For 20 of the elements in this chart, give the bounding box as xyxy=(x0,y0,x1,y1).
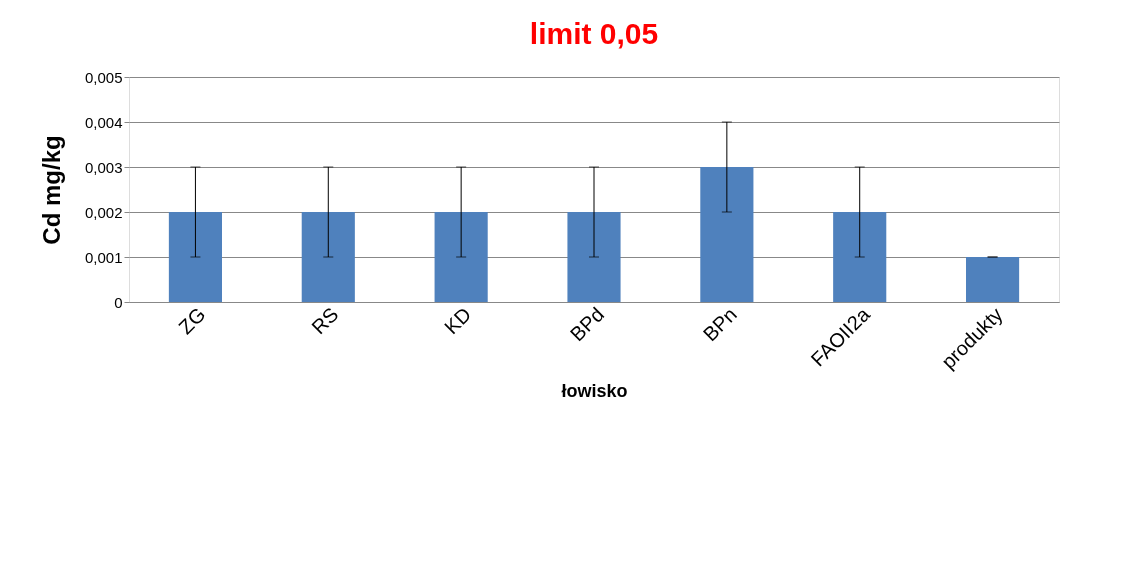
bar xyxy=(168,212,222,302)
bar xyxy=(700,167,754,302)
bar xyxy=(301,212,355,302)
x-tick-label: KD xyxy=(440,303,476,339)
y-tick-label: 0,001 xyxy=(84,248,123,266)
x-tick-label: ZG xyxy=(174,303,210,339)
y-axis-title: Cd mg/kg xyxy=(37,135,65,245)
bar xyxy=(434,212,488,302)
y-tick-label: 0,003 xyxy=(84,158,123,176)
chart-title: limit 0,05 xyxy=(529,17,659,50)
bar xyxy=(833,212,887,302)
x-tick-label: BPn xyxy=(698,303,741,346)
x-axis-title: łowisko xyxy=(561,380,628,401)
x-tick-label: RS xyxy=(307,303,343,339)
y-tick-label: 0,002 xyxy=(84,203,123,221)
bar xyxy=(567,212,621,302)
bar xyxy=(966,257,1020,302)
y-tick-label: 0 xyxy=(114,293,123,311)
y-tick-label: 0,004 xyxy=(84,113,123,131)
y-tick-label: 0,005 xyxy=(84,68,123,86)
